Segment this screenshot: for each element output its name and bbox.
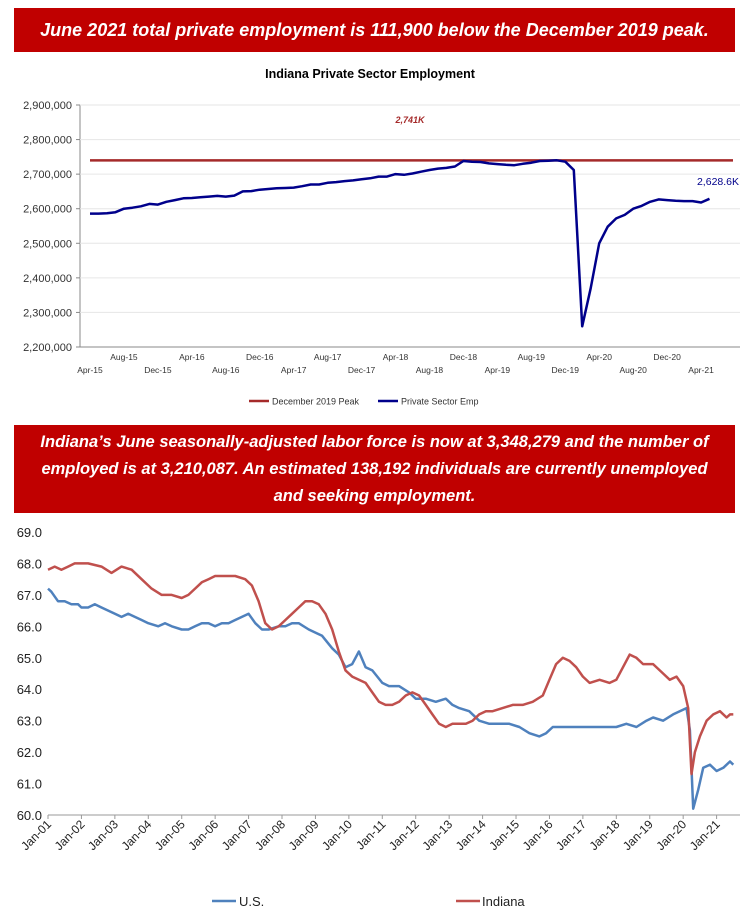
chart2-x-tick-label: Jan-13: [419, 817, 455, 853]
chart2-x-tick-label: Jan-12: [386, 817, 422, 853]
chart1-x-tick-labels: Aug-15 Apr-16 Dec-16 Aug-17 Apr-18 Dec-18 Aug-…: [77, 352, 714, 375]
headline-text-top: June 2021 total private employment is 11…: [40, 19, 709, 40]
chart2-x-tick-labels: Jan-01Jan-02Jan-03Jan-04Jan-05Jan-06Jan-…: [18, 817, 723, 853]
chart1-legend: December 2019 Peak Private Sector Emp: [249, 397, 479, 407]
chart1-x-tick-label: Dec-16: [246, 352, 274, 362]
chart1-y-tick-label: 2,600,000: [23, 204, 72, 216]
chart1-y-tick-label: 2,800,000: [23, 135, 72, 147]
chart1-x-tick-label: Dec-18: [450, 352, 478, 362]
chart2-x-tick-label: Jan-02: [52, 817, 88, 853]
headline-banner-top: June 2021 total private employment is 11…: [14, 8, 735, 52]
peak-value-label: 2,741K: [394, 115, 426, 125]
chart1-x-tick-label: Apr-18: [383, 352, 409, 362]
chart2-x-tick-label: Jan-17: [553, 817, 589, 853]
chart2-y-tick-label: 64.0: [17, 682, 42, 697]
chart1-x-tick-label: Dec-19: [552, 365, 580, 375]
chart2-x-tick-label: Jan-08: [252, 817, 288, 853]
chart2-y-tick-label: 62.0: [17, 745, 42, 760]
chart2-x-tick-label: Jan-15: [486, 817, 522, 853]
chart1-y-tick-label: 2,500,000: [23, 238, 72, 250]
chart2-y-tick-label: 60.0: [17, 808, 42, 823]
chart2-x-tick-label: Jan-06: [185, 817, 221, 853]
chart1-y-tick-label: 2,900,000: [23, 100, 72, 112]
chart1-x-tick-label: Aug-17: [314, 352, 342, 362]
headline-banner-middle: Indiana’s June seasonally-adjusted labor…: [14, 425, 735, 513]
chart2-y-tick-label: 63.0: [17, 714, 42, 729]
chart2-x-tick-label: Jan-10: [319, 817, 355, 853]
chart1-x-tick-label: Apr-15: [77, 365, 103, 375]
chart1-x-tick-label: Dec-15: [144, 365, 172, 375]
chart2-y-tick-labels: 60.0 61.0 62.0 63.0 64.0 65.0 66.0 67.0 68.0 69.0: [17, 525, 42, 823]
chart2-x-tick-label: Jan-19: [620, 817, 656, 853]
chart2-axes: [47, 814, 740, 819]
chart1-title: Indiana Private Sector Employment: [265, 67, 476, 81]
legend-peak-label: December 2019 Peak: [272, 397, 360, 407]
chart2-x-tick-label: Jan-04: [119, 817, 155, 853]
chart1-y-tick-label: 2,200,000: [23, 342, 72, 354]
chart1-x-tick-label: Aug-19: [518, 352, 546, 362]
chart2-y-tick-label: 65.0: [17, 651, 42, 666]
chart1-x-tick-label: Aug-16: [212, 365, 240, 375]
chart2-y-tick-label: 67.0: [17, 588, 42, 603]
chart1-x-tick-label: Apr-16: [179, 352, 205, 362]
chart1-x-tick-label: Aug-20: [619, 365, 647, 375]
chart2-x-tick-label: Jan-11: [353, 817, 388, 852]
chart2-x-tick-label: Jan-18: [587, 817, 623, 853]
chart2-x-tick-label: Jan-16: [520, 817, 556, 853]
participation-rate-chart: 60.0 61.0 62.0 63.0 64.0 65.0 66.0 67.0 68.0 69.0…: [17, 525, 740, 909]
legend-us-label: U.S.: [239, 894, 264, 909]
legend-private-label: Private Sector Emp: [401, 397, 479, 407]
chart2-x-tick-label: Jan-03: [85, 817, 121, 853]
private-sector-emp-line: [90, 159, 711, 328]
chart2-y-tick-label: 61.0: [17, 777, 42, 792]
chart1-x-tick-label: Apr-19: [485, 365, 511, 375]
chart2-x-tick-label: Jan-14: [453, 817, 489, 853]
chart2-x-tick-label: Jan-07: [219, 817, 255, 853]
chart2-y-tick-label: 68.0: [17, 556, 42, 571]
chart1-y-tick-label: 2,400,000: [23, 273, 72, 285]
chart1-y-gridlines: [76, 104, 740, 348]
end-value-label: 2,628.6K: [697, 176, 739, 188]
headline-text-middle: Indiana’s June seasonally-adjusted labor…: [40, 432, 709, 505]
chart1-y-tick-labels: 2,200,000 2,300,000 2,400,000 2,500,000 2,60…: [23, 100, 72, 354]
private-employment-chart: Indiana Private Sector Employment 2,200,…: [23, 67, 740, 407]
chart1-x-tick-label: Aug-18: [416, 365, 444, 375]
indiana-series-line: [47, 562, 734, 776]
chart1-y-tick-label: 2,700,000: [23, 169, 72, 181]
chart2-x-tick-label: Jan-09: [286, 817, 322, 853]
chart2-x-tick-label: Jan-21: [687, 817, 723, 853]
legend-indiana-label: Indiana: [482, 894, 525, 909]
chart1-x-tick-label: Dec-17: [348, 365, 376, 375]
chart2-legend: U.S. Indiana: [212, 894, 525, 909]
chart2-x-tick-label: Jan-05: [152, 817, 188, 853]
chart1-x-tick-label: Dec-20: [653, 352, 681, 362]
chart2-y-tick-label: 69.0: [17, 525, 42, 540]
chart1-y-tick-label: 2,300,000: [23, 307, 72, 319]
chart1-x-tick-label: Apr-17: [281, 365, 307, 375]
us-series-line: [47, 587, 735, 810]
chart2-y-tick-label: 66.0: [17, 619, 42, 634]
chart2-x-tick-label: Jan-20: [653, 817, 689, 853]
chart1-x-tick-label: Apr-21: [688, 365, 714, 375]
chart1-x-tick-label: Aug-15: [110, 352, 138, 362]
chart1-x-tick-label: Apr-20: [586, 352, 612, 362]
